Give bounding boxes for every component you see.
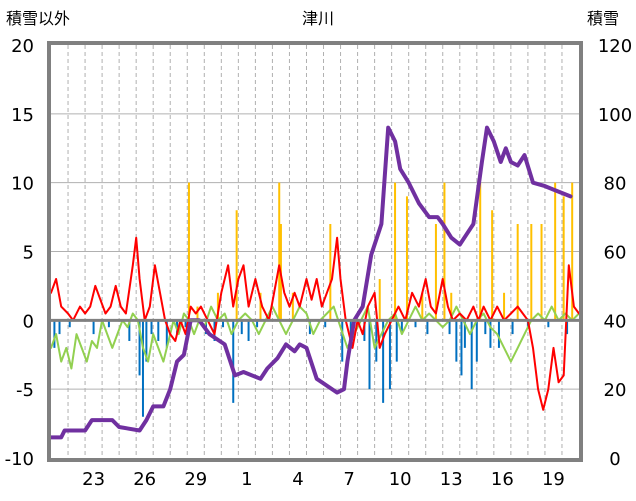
x-tick-label: 29: [184, 469, 207, 490]
right-tick-label: 120: [598, 36, 632, 57]
left-tick-label: 10: [11, 174, 34, 195]
x-tick-label: 10: [389, 469, 412, 490]
x-tick-labels: 23 26 29 1 4 7 10 13 16 19: [82, 469, 565, 490]
chart-title: 津川: [302, 9, 334, 28]
right-axis-label: 積雪: [587, 9, 619, 28]
temperature-line: [50, 236, 580, 411]
plot-frame: [47, 41, 583, 462]
left-tick-label: -5: [16, 380, 34, 401]
x-tick-label: 1: [241, 469, 252, 490]
snow_depth-line: [49, 125, 573, 440]
x-tick-label: 7: [343, 469, 354, 490]
right-tick-label: 60: [604, 243, 627, 264]
right-tick-label: 40: [604, 311, 627, 332]
x-tick-label: 19: [542, 469, 565, 490]
left-tick-label: 15: [11, 105, 34, 126]
x-tick-label: 13: [440, 469, 463, 490]
left-tick-label: 0: [23, 311, 34, 332]
left-tick-label: 5: [23, 243, 34, 264]
right-tick-label: 100: [598, 105, 632, 126]
right-tick-labels: 120 100 80 60 40 20 0: [598, 36, 632, 470]
right-tick-label: 0: [609, 449, 620, 470]
left-tick-labels: 20 15 10 5 0 -5 -10: [5, 36, 34, 470]
left-axis-label: 積雪以外: [6, 9, 70, 28]
left-tick-label: 20: [11, 36, 34, 57]
grid: [51, 45, 579, 458]
right-tick-label: 20: [604, 380, 627, 401]
x-tick-label: 4: [292, 469, 303, 490]
lines-layer: [49, 125, 580, 440]
left-tick-label: -10: [5, 449, 34, 470]
x-tick-label: 26: [133, 469, 156, 490]
x-tick-label: 16: [491, 469, 514, 490]
bars-layer: [53, 182, 574, 417]
right-tick-label: 80: [604, 174, 627, 195]
x-tick-label: 23: [82, 469, 105, 490]
